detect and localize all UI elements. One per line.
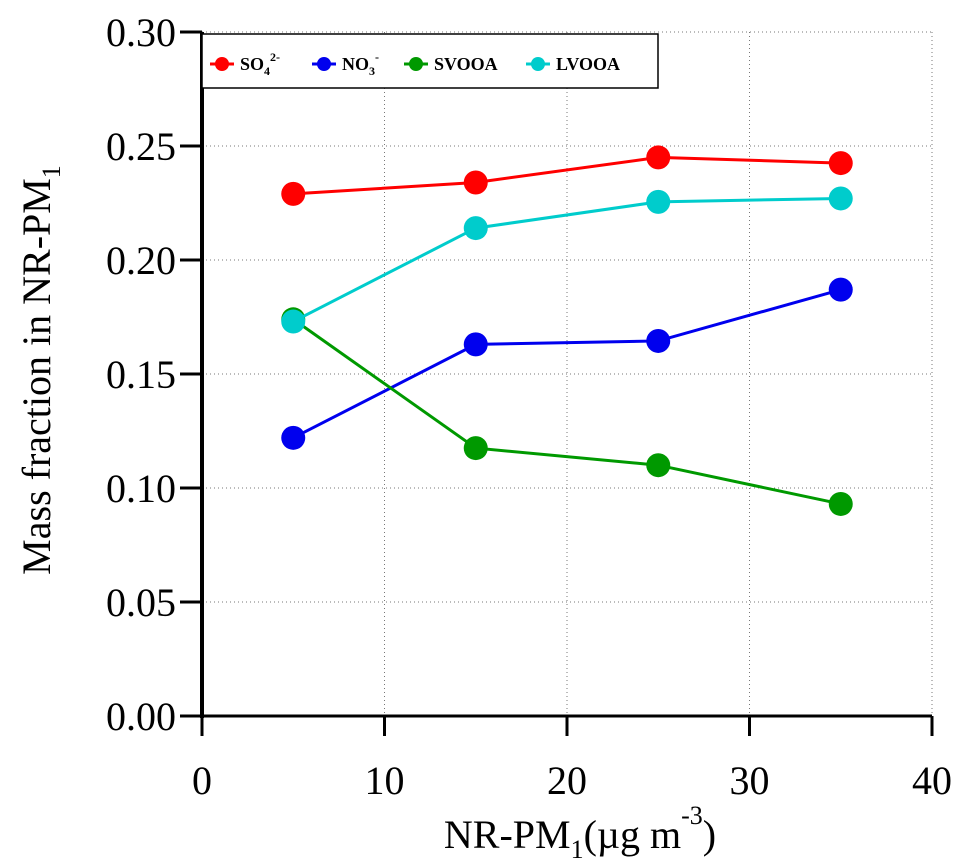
legend-label: SVOOA bbox=[434, 54, 498, 74]
x-axis-title: NR-PM1(µg m-3) bbox=[444, 801, 716, 864]
data-point bbox=[828, 151, 853, 176]
data-point bbox=[281, 425, 306, 450]
legend-swatch-marker bbox=[531, 57, 545, 71]
legend-label: SO42- bbox=[240, 50, 280, 78]
legend-swatch-marker bbox=[215, 57, 229, 71]
legend-label: LVOOA bbox=[556, 54, 620, 74]
x-axis-title-unit: (µg m bbox=[584, 812, 681, 857]
x-tick-label: 0 bbox=[192, 758, 212, 803]
data-point bbox=[828, 186, 853, 211]
data-point bbox=[463, 332, 488, 357]
data-point bbox=[646, 145, 671, 170]
data-point bbox=[828, 491, 853, 516]
series-line bbox=[292, 288, 842, 440]
y-tick-label: 0.05 bbox=[106, 580, 176, 625]
y-tick-label: 0.20 bbox=[106, 238, 176, 283]
y-tick-label: 0.00 bbox=[106, 694, 176, 739]
data-point bbox=[463, 170, 488, 195]
x-axis-title-sub: 1 bbox=[571, 835, 584, 864]
legend-swatch-marker bbox=[409, 57, 423, 71]
legend-label: NO3- bbox=[342, 50, 379, 78]
y-tick-label: 0.30 bbox=[106, 10, 176, 55]
data-point bbox=[281, 181, 306, 206]
series-line bbox=[293, 155, 841, 196]
x-tick-label: 30 bbox=[730, 758, 770, 803]
axes: 0.00 0.05 0.10 0.15 0.20 0.25 0.30 0 10 20 30 40 bbox=[106, 10, 952, 803]
grid bbox=[202, 31, 933, 716]
x-tick-label: 40 bbox=[912, 758, 952, 803]
legend-box bbox=[201, 33, 659, 89]
data-point bbox=[281, 309, 306, 334]
y-axis-title-base: Mass fraction in NR-PM bbox=[14, 178, 59, 575]
x-tick-label: 10 bbox=[365, 758, 405, 803]
y-axis-title: Mass fraction in NR-PM1 bbox=[14, 165, 66, 575]
x-axis-title-close: ) bbox=[703, 812, 716, 857]
y-axis-title-sub: 1 bbox=[37, 165, 66, 178]
data-point bbox=[646, 328, 671, 353]
legend-swatch-marker bbox=[317, 57, 331, 71]
data-point bbox=[463, 436, 488, 461]
y-tick-label: 0.25 bbox=[106, 124, 176, 169]
y-tick-label: 0.15 bbox=[106, 352, 176, 397]
series-layer bbox=[281, 145, 853, 516]
series-line bbox=[292, 318, 842, 506]
x-axis-title-sup: -3 bbox=[681, 801, 703, 830]
data-point bbox=[646, 189, 671, 214]
series-line bbox=[292, 196, 841, 323]
legend: SO42- NO3- SVOOA LVOOA bbox=[201, 33, 659, 89]
y-tick-label: 0.10 bbox=[106, 466, 176, 511]
data-point bbox=[646, 453, 671, 478]
data-point bbox=[463, 216, 488, 241]
data-point bbox=[828, 277, 853, 302]
x-axis-title-base: NR-PM bbox=[444, 812, 571, 857]
x-tick-label: 20 bbox=[547, 758, 587, 803]
